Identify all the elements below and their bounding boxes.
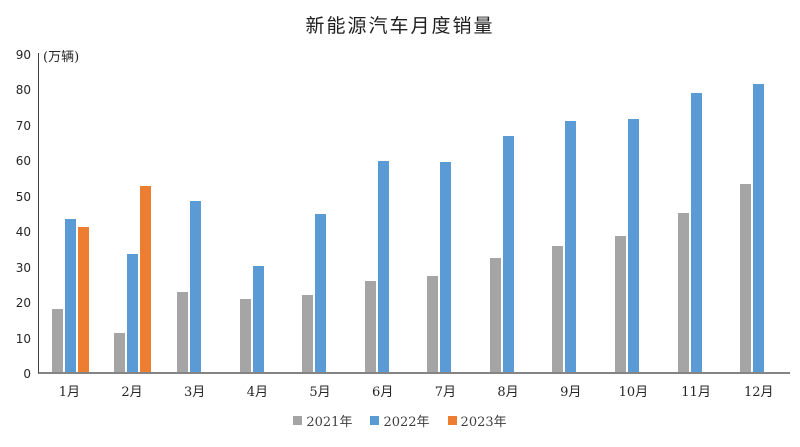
x-axis-label-5月: 5月 (309, 385, 331, 400)
bar-2022年-10月 (627, 119, 639, 372)
x-axis-label-8月: 8月 (497, 385, 519, 400)
chart-title: 新能源汽车月度销量 (305, 15, 495, 37)
bar-2022年-3月 (189, 200, 201, 372)
bar-2022年-4月 (252, 266, 264, 372)
legend-label: 2021年 (306, 415, 353, 430)
y-tick-label: 40 (15, 225, 31, 240)
bar-2022年-7月 (440, 161, 452, 372)
bar-group-8月 (477, 53, 540, 372)
x-axis-label-7月: 7月 (434, 385, 456, 400)
bar-group-7月 (414, 53, 477, 372)
bar-2022年-8月 (502, 136, 514, 372)
bar-group-1月 (39, 53, 102, 372)
bar-2021年-6月 (364, 281, 376, 372)
y-tick-label: 90 (15, 48, 31, 63)
x-axis-label-2月: 2月 (121, 385, 143, 400)
bar-2021年-10月 (614, 236, 626, 372)
bar-2021年-11月 (677, 212, 689, 372)
bar-2023年-2月 (140, 185, 152, 372)
bar-2022年-12月 (753, 83, 765, 372)
y-tick-label: 0 (23, 367, 31, 381)
x-axis-label-3月: 3月 (184, 385, 206, 400)
legend-item-2022年: 2022年 (370, 411, 430, 430)
x-axis-label-9月: 9月 (560, 385, 582, 400)
legend-label: 2022年 (383, 415, 430, 430)
bar-2021年-7月 (427, 276, 439, 372)
bar-group-11月 (665, 53, 728, 372)
legend-swatch-icon (447, 416, 457, 425)
bar-group-3月 (164, 53, 227, 372)
bar-2022年-2月 (127, 253, 139, 372)
legend-item-2023年: 2023年 (447, 411, 507, 430)
bar-2021年-12月 (740, 183, 752, 372)
bar-2021年-9月 (552, 245, 564, 372)
legend-label: 2023年 (460, 415, 507, 430)
x-axis-label-12月: 12月 (743, 385, 774, 400)
bar-group-2月 (102, 53, 165, 372)
bar-2021年-4月 (239, 299, 251, 372)
y-tick-label: 10 (15, 331, 31, 346)
bar-group-6月 (352, 53, 415, 372)
bar-2021年-1月 (51, 308, 63, 372)
x-axis-labels: 1月 2月 3月 4月 5月 6月 7月 8月 9月 10月 11月 12月 (38, 381, 790, 400)
y-tick-label: 80 (15, 83, 31, 98)
plot-area (38, 53, 790, 374)
legend-swatch-icon (293, 416, 303, 425)
bar-2023年-1月 (77, 227, 89, 372)
y-tick-label: 60 (15, 154, 31, 169)
x-axis-label-11月: 11月 (681, 385, 711, 400)
x-axis-label-10月: 10月 (618, 385, 649, 400)
bar-2021年-5月 (302, 295, 314, 372)
y-axis-unit-label: (万辆) (43, 50, 80, 65)
bar-group-9月 (540, 53, 603, 372)
bar-2022年-9月 (565, 121, 577, 372)
y-tick-label: 70 (15, 118, 31, 133)
x-axis-label-4月: 4月 (246, 385, 268, 400)
bar-2022年-11月 (690, 93, 702, 372)
legend: 2021年 2022年 2023年 (0, 411, 800, 430)
x-axis-label-6月: 6月 (372, 385, 394, 400)
bar-group-10月 (602, 53, 665, 372)
bar-2021年-2月 (114, 333, 126, 372)
bar-2022年-5月 (315, 213, 327, 372)
bar-group-4月 (227, 53, 290, 372)
bar-2021年-3月 (176, 291, 188, 372)
bar-groups (39, 53, 790, 372)
y-tick-label: 50 (15, 189, 31, 204)
y-tick-label: 30 (15, 260, 31, 275)
legend-item-2021年: 2021年 (293, 411, 352, 430)
bar-2022年-1月 (64, 219, 76, 372)
bar-group-5月 (289, 53, 352, 372)
bar-2022年-6月 (377, 160, 389, 372)
bar-group-12月 (727, 53, 790, 372)
x-axis-label-1月: 1月 (58, 385, 80, 400)
legend-swatch-icon (370, 416, 380, 425)
bar-2021年-8月 (489, 258, 501, 372)
y-tick-label: 20 (15, 296, 31, 311)
